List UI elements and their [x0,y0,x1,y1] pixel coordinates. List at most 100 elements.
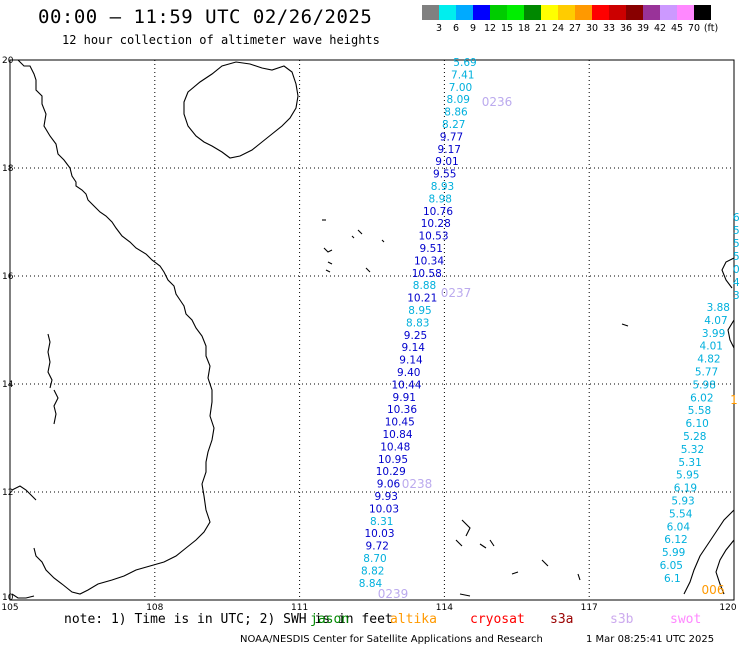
wave-height-value: 7.00 [449,82,472,94]
color-scale-label: 30 [585,23,599,34]
wave-height-value: 10.84 [382,429,412,441]
wave-height-value-edge: 5 [733,225,740,237]
color-scale-label: 15 [500,23,514,34]
color-scale: 3 6 9 12 15 18 21 24 27 30 33 36 39 42 45 70 (ft) [422,5,718,34]
altimeter-track-b: 3.884.073.994.014.825.775.986.025.586.10… [660,212,740,585]
latitude-label: 10 [2,593,14,603]
wave-height-value: 4.82 [697,354,720,366]
latitude-label: 16 [2,272,14,282]
wave-height-value: 5.31 [678,457,701,469]
color-scale-label: 33 [602,23,616,34]
color-swatch [626,5,643,20]
wave-height-value: 6.02 [690,392,713,404]
wave-height-value: 4.07 [704,315,727,327]
satellite-legend-item: jason [310,612,350,627]
wave-height-value: 10.36 [387,404,417,416]
wave-height-value-edge: 4. [733,277,740,289]
wave-height-value: 9.77 [440,131,463,143]
wave-height-value: 8.31 [370,516,393,528]
wave-height-value: 5.58 [688,405,711,417]
color-scale-label: 12 [483,23,497,34]
map-axis-labels: 105 108 111 114 117 120 20 18 16 14 12 10 [1,56,736,613]
wave-height-value-edge: 5 [733,251,740,263]
wave-height-value: 5.54 [669,508,693,520]
wave-height-value: 10.21 [407,293,437,305]
page-subtitle: 12 hour collection of altimeter wave hei… [62,33,380,47]
wave-height-value: 10.28 [421,218,451,230]
longitude-label: 117 [581,603,598,613]
longitude-label: 111 [291,603,308,613]
latitude-label: 12 [2,488,13,498]
wave-height-value: 8.98 [429,193,452,205]
wave-height-value-edge: 3. [733,290,740,302]
wave-height-value: 5.95 [676,470,699,482]
wave-height-value: 3.99 [702,328,725,340]
altimeter-track-a: 5.697.417.008.098.868.279.779.179.019.55… [359,57,477,590]
wave-height-value: 6.04 [667,521,691,533]
satellite-legend-item: s3b [610,612,634,627]
wave-height-value: 10.03 [369,503,399,515]
color-scale-label: 27 [568,23,582,34]
wave-height-value: 4.01 [700,341,723,353]
wave-height-value: 8.84 [359,578,383,590]
wave-height-value: 6.19 [674,483,697,495]
wave-height-value: 5.32 [681,444,704,456]
wave-height-value: 6.12 [664,534,687,546]
wave-height-value: 6.05 [660,560,683,572]
wave-height-value: 9.91 [393,392,416,404]
color-swatch [524,5,541,20]
wave-height-value: 7.41 [451,69,474,81]
color-scale-label: 6 [452,23,460,34]
color-scale-label: 70 [687,23,701,34]
pass-number-label: 0237 [441,286,472,300]
satellite-legend-item: cryosat [470,612,525,627]
wave-height-value: 10.34 [414,255,444,267]
longitude-label: 114 [436,603,453,613]
footer-timestamp: 1 Mar 08:25:41 UTC 2025 [586,634,715,645]
wave-height-value: 9.14 [399,355,423,367]
wave-height-value-edge: 5. [733,238,740,250]
wave-height-value: 9.93 [375,491,398,503]
wave-height-value: 10.58 [412,268,442,280]
color-swatch [609,5,626,20]
color-swatch [558,5,575,20]
color-swatch [422,5,439,20]
wave-height-value: 5.69 [453,57,476,69]
color-scale-label: 39 [636,23,650,34]
color-scale-label: 3 [435,23,443,34]
wave-height-value-edge: 0 [733,264,740,276]
pass-number-label: 1 [730,393,738,407]
color-scale-label: 24 [551,23,565,34]
map-grid [10,60,734,600]
color-swatch [473,5,490,20]
wave-height-value: 9.55 [433,169,456,181]
color-scale-label: 42 [653,23,667,34]
color-scale-label: 45 [670,23,684,34]
wave-height-value: 9.01 [435,156,458,168]
wave-height-value: 9.72 [366,541,389,553]
color-scale-label: (ft) [703,23,719,34]
wave-height-value: 8.09 [447,94,470,106]
wave-height-value: 8.86 [444,107,468,119]
wave-height-value: 8.82 [361,565,384,577]
color-scale-labels: 3 6 9 12 15 18 21 24 27 30 33 36 39 42 45 70 (ft) [422,23,740,35]
wave-height-value: 5.77 [695,367,718,379]
wave-height-value: 3.88 [707,302,730,314]
satellite-legend-item: swot [670,612,702,627]
color-swatch [592,5,609,20]
color-swatch [439,5,456,20]
color-swatch [541,5,558,20]
latitude-label: 18 [2,164,14,174]
wave-height-value: 8.88 [413,280,436,292]
wave-height-value: 9.17 [438,144,461,156]
color-swatch [660,5,677,20]
wave-height-value: 10.53 [418,231,448,243]
wave-height-value: 5.99 [662,547,685,559]
color-swatch [575,5,592,20]
coastline [11,59,735,599]
wave-height-value: 9.14 [402,342,426,354]
longitude-label: 120 [719,603,736,613]
page-title: 00:00 – 11:59 UTC 02/26/2025 [38,6,373,28]
pass-number-label: 0238 [402,477,433,491]
